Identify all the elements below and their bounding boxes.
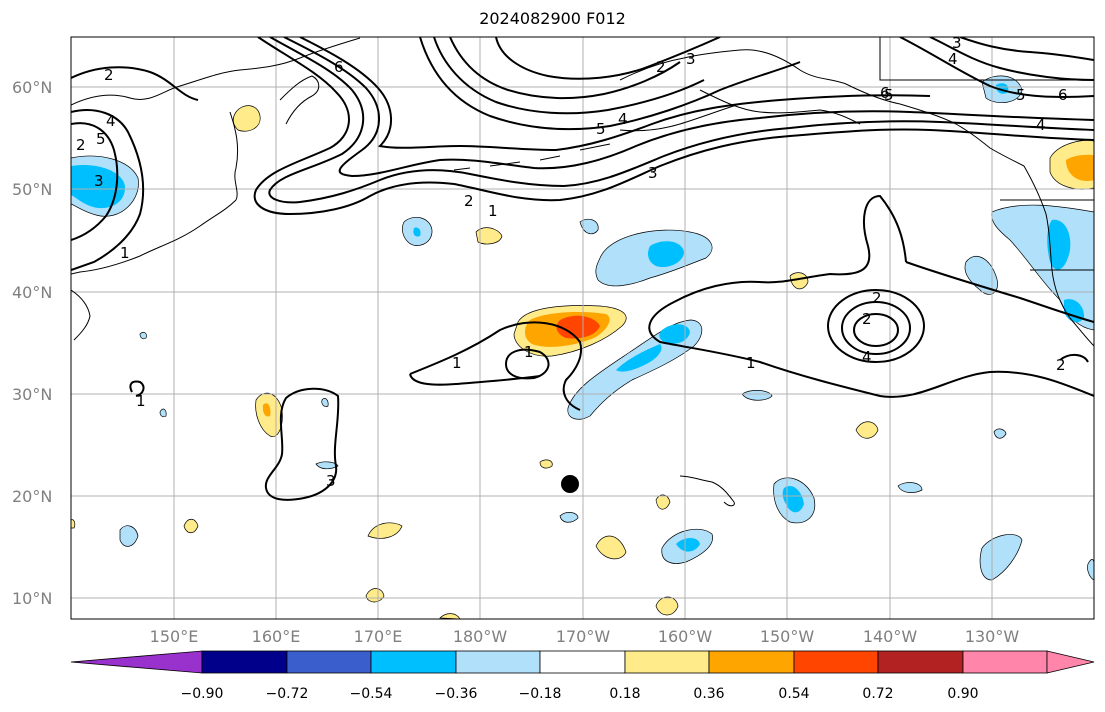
contour-label: 3 bbox=[326, 472, 336, 490]
contour-lines bbox=[71, 37, 1094, 501]
contour-label: 3 bbox=[952, 34, 962, 52]
colorbar-bin bbox=[370, 650, 457, 674]
contour-label: 2 bbox=[76, 136, 86, 154]
contour-label: 5 bbox=[96, 130, 106, 148]
lon-label-170e: 170°E bbox=[354, 627, 403, 646]
shading-layer bbox=[71, 75, 1094, 619]
colorbar-extend-high bbox=[1046, 650, 1095, 674]
lon-label-130w: 130°W bbox=[965, 627, 1020, 646]
contour-label: 4 bbox=[106, 112, 116, 130]
colorbar-tick-label: −0.18 bbox=[519, 686, 562, 702]
lat-label-40n: 40°N bbox=[12, 283, 52, 302]
colorbar-bin bbox=[201, 650, 288, 674]
colorbar-ticks: −0.90 −0.72 −0.54 −0.36 −0.18 0.18 0.36 … bbox=[181, 686, 979, 702]
colorbar-bin bbox=[455, 650, 541, 674]
contour-label: 3 bbox=[686, 50, 696, 68]
colorbar-tick-label: −0.36 bbox=[435, 686, 478, 702]
contour-label: 3 bbox=[94, 172, 104, 190]
contour-label: 2 bbox=[656, 58, 666, 76]
contour-labels: 2 4 5 3 6 5 4 3 2 1 2 3 4 5 6 5 6 4 3 2 … bbox=[76, 34, 1068, 490]
contour-label: 6 bbox=[1058, 86, 1068, 104]
contour-label: 4 bbox=[1036, 116, 1046, 134]
contour-label: 1 bbox=[452, 354, 462, 372]
contour-label: 2 bbox=[872, 289, 882, 307]
colorbar-tick-label: 0.72 bbox=[862, 686, 893, 702]
colorbar-bin bbox=[624, 650, 710, 674]
map-title: 2024082900 F012 bbox=[479, 9, 626, 28]
lat-label-60n: 60°N bbox=[12, 78, 52, 97]
lat-label-20n: 20°N bbox=[12, 487, 52, 506]
contour-label: 3 bbox=[648, 164, 658, 182]
colorbar-tick-label: −0.90 bbox=[181, 686, 224, 702]
colorbar-tick-label: 0.54 bbox=[778, 686, 809, 702]
colorbar-tick-label: −0.72 bbox=[266, 686, 309, 702]
colorbar-bin bbox=[539, 650, 626, 674]
lon-label-180w: 180°W bbox=[453, 627, 508, 646]
contour-label: 2 bbox=[464, 192, 474, 210]
map-border bbox=[70, 36, 1095, 620]
contour-label: 5 bbox=[884, 86, 894, 104]
contour-label: 1 bbox=[120, 244, 130, 262]
contour-label: 2 bbox=[862, 310, 872, 328]
contour-label: 5 bbox=[1016, 86, 1026, 104]
contour-label: 4 bbox=[618, 110, 628, 128]
colorbar bbox=[70, 650, 1095, 674]
colorbar-bin bbox=[877, 650, 964, 674]
colorbar-extend-low bbox=[70, 650, 203, 674]
colorbar-bin bbox=[962, 650, 1048, 674]
colorbar-bin bbox=[708, 650, 795, 674]
lat-label-10n: 10°N bbox=[12, 589, 52, 608]
contour-label: 1 bbox=[746, 354, 756, 372]
lon-label-150e: 150°E bbox=[150, 627, 199, 646]
coastlines bbox=[71, 37, 1094, 507]
contour-label: 4 bbox=[862, 348, 872, 366]
latitude-labels: 60°N 50°N 40°N 30°N 20°N 10°N bbox=[12, 78, 52, 608]
longitude-labels: 150°E 160°E 170°E 180°W 170°W 160°W 150°… bbox=[150, 627, 1020, 646]
storm-center-dot bbox=[561, 475, 579, 493]
colorbar-tick-label: 0.18 bbox=[609, 686, 640, 702]
contour-label: 2 bbox=[1056, 356, 1066, 374]
lon-label-140w: 140°W bbox=[863, 627, 918, 646]
colorbar-tick-label: 0.90 bbox=[947, 686, 978, 702]
colorbar-bin bbox=[793, 650, 879, 674]
colorbar-bin bbox=[286, 650, 372, 674]
colorbar-tick-label: −0.54 bbox=[350, 686, 393, 702]
graticule bbox=[71, 37, 1094, 619]
contour-label: 2 bbox=[104, 66, 114, 84]
contour-label: 4 bbox=[948, 50, 958, 68]
lon-label-150w: 150°W bbox=[760, 627, 815, 646]
lon-label-160w: 160°W bbox=[658, 627, 713, 646]
colorbar-tick-label: 0.36 bbox=[693, 686, 724, 702]
lat-label-50n: 50°N bbox=[12, 180, 52, 199]
contour-label: 6 bbox=[334, 58, 344, 76]
lon-label-160e: 160°E bbox=[252, 627, 301, 646]
lat-label-30n: 30°N bbox=[12, 385, 52, 404]
contour-label: 1 bbox=[488, 202, 498, 220]
contour-label: 1 bbox=[524, 343, 534, 361]
contour-label: 1 bbox=[136, 392, 146, 410]
contour-label: 6 bbox=[880, 84, 890, 102]
contour-label: 5 bbox=[596, 120, 606, 138]
lon-label-170w: 170°W bbox=[556, 627, 611, 646]
